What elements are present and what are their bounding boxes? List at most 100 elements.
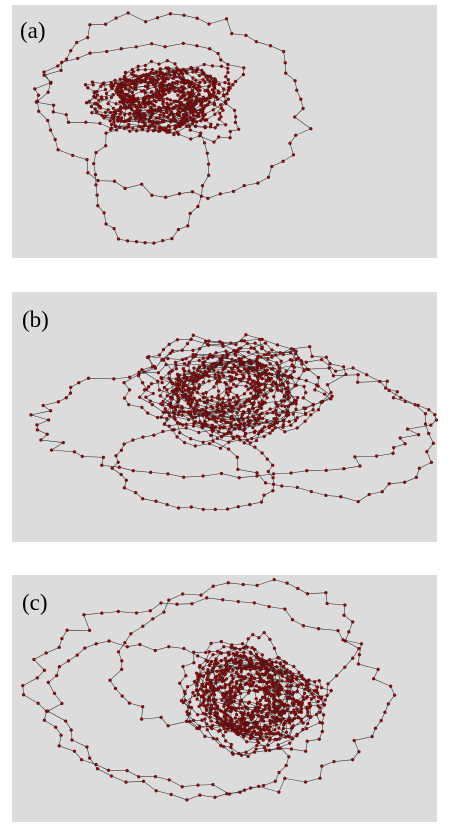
node <box>271 429 274 432</box>
node <box>287 704 290 707</box>
node <box>157 371 160 374</box>
node <box>231 436 234 439</box>
node <box>100 612 103 615</box>
node <box>183 14 186 17</box>
node <box>162 112 165 115</box>
node <box>246 342 249 345</box>
node <box>97 179 100 182</box>
node <box>386 380 389 383</box>
node <box>155 100 158 103</box>
node <box>226 703 229 706</box>
node <box>309 715 312 718</box>
node <box>259 658 262 661</box>
node <box>235 373 238 376</box>
node <box>353 455 356 458</box>
node <box>136 114 139 117</box>
node <box>293 711 296 714</box>
node <box>222 368 225 371</box>
node <box>353 739 356 742</box>
node <box>275 421 278 424</box>
node <box>212 428 215 431</box>
node <box>205 659 208 662</box>
node <box>100 114 103 117</box>
node <box>296 427 299 430</box>
node <box>296 587 299 590</box>
node <box>272 476 275 479</box>
node <box>207 75 210 78</box>
node <box>126 645 129 648</box>
node <box>229 387 232 390</box>
node <box>219 729 222 732</box>
node <box>317 627 320 630</box>
node <box>221 680 224 683</box>
node <box>211 424 214 427</box>
node <box>230 706 233 709</box>
node <box>249 441 252 444</box>
node <box>169 120 172 123</box>
node <box>185 116 188 119</box>
node <box>36 428 39 431</box>
node <box>47 681 50 684</box>
node <box>264 481 267 484</box>
node <box>190 376 193 379</box>
node <box>179 422 182 425</box>
node <box>222 345 225 348</box>
node <box>207 690 210 693</box>
node <box>427 432 430 435</box>
node <box>198 420 201 423</box>
node <box>255 40 258 43</box>
node <box>296 396 299 399</box>
node <box>185 423 188 426</box>
node <box>242 66 245 69</box>
node <box>131 439 134 442</box>
node <box>210 704 213 707</box>
node <box>159 110 162 113</box>
node <box>210 399 213 402</box>
node <box>198 666 201 669</box>
node <box>243 435 246 438</box>
node <box>333 760 336 763</box>
node <box>290 748 293 751</box>
node <box>162 99 165 102</box>
node <box>92 162 95 165</box>
node <box>190 706 193 709</box>
node <box>252 385 255 388</box>
node <box>302 396 305 399</box>
node <box>261 653 264 656</box>
node <box>236 651 239 654</box>
node <box>192 109 195 112</box>
node <box>234 115 237 118</box>
node <box>248 375 251 378</box>
node <box>114 82 117 85</box>
node <box>122 78 125 81</box>
node <box>58 744 61 747</box>
node <box>156 75 159 78</box>
node <box>255 748 258 751</box>
node <box>154 367 157 370</box>
node <box>237 505 240 508</box>
node <box>311 355 314 358</box>
node <box>195 44 198 47</box>
node <box>158 126 161 129</box>
node <box>368 493 371 496</box>
node <box>177 400 180 403</box>
node <box>108 640 111 643</box>
node <box>196 88 199 91</box>
node <box>263 365 266 368</box>
node <box>213 386 216 389</box>
node <box>291 618 294 621</box>
node <box>147 84 150 87</box>
node <box>144 105 147 108</box>
node <box>429 424 432 427</box>
node <box>280 360 283 363</box>
node <box>21 684 24 687</box>
node <box>194 421 197 424</box>
node <box>252 681 255 684</box>
node <box>90 111 93 114</box>
node <box>203 735 206 738</box>
node <box>99 122 102 125</box>
node <box>253 601 256 604</box>
node <box>279 669 282 672</box>
node <box>335 674 338 677</box>
node <box>207 340 210 343</box>
